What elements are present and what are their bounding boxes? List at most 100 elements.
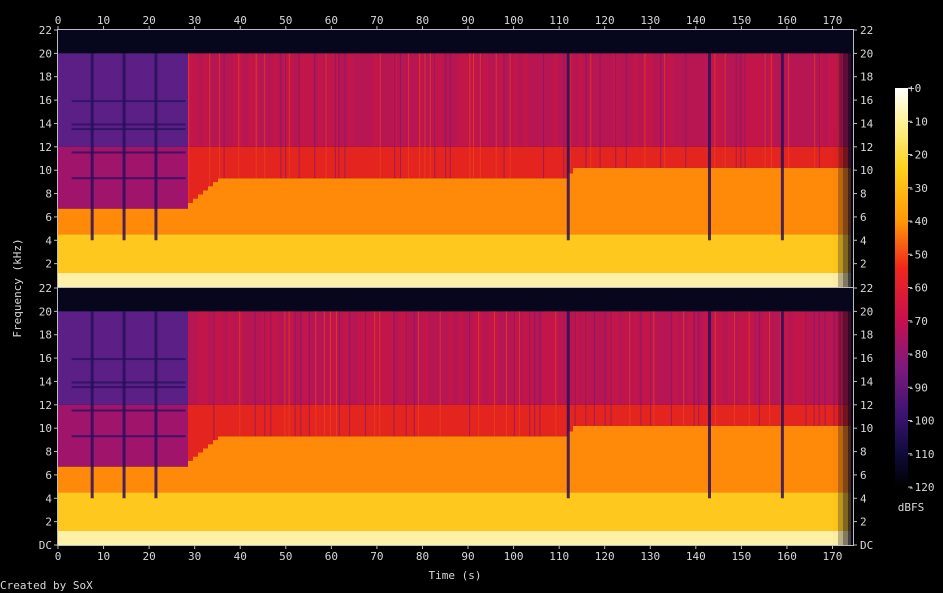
band-low xyxy=(548,492,553,531)
band-low xyxy=(768,234,773,273)
band-high xyxy=(728,311,733,405)
band-mid-high xyxy=(703,146,708,168)
band-mid-high xyxy=(643,404,648,426)
band-bass xyxy=(498,272,503,287)
spectrum-column xyxy=(413,311,418,545)
band-high xyxy=(748,53,753,147)
band-high xyxy=(358,53,363,147)
band-low xyxy=(648,234,653,273)
band-high xyxy=(663,53,668,147)
band-low xyxy=(278,492,283,531)
band-mid-high xyxy=(668,404,673,426)
band-mid-high xyxy=(288,146,293,179)
x-tick-label: 90 xyxy=(461,550,474,563)
band-high xyxy=(413,53,418,147)
band-bass xyxy=(553,272,558,287)
band-high xyxy=(458,53,463,147)
band-mid-high xyxy=(458,404,463,437)
band-high xyxy=(483,311,488,405)
band-mid xyxy=(298,436,303,493)
transient-streak xyxy=(239,311,241,437)
spectrum-column xyxy=(408,311,413,545)
band-bass xyxy=(298,272,303,287)
transient-streak xyxy=(848,53,850,168)
band-high xyxy=(513,311,518,405)
band-low xyxy=(648,492,653,531)
transient-streak xyxy=(670,311,672,426)
transient-streak xyxy=(478,311,480,437)
band-high xyxy=(443,311,448,405)
x-tick-label-top: 170 xyxy=(823,14,843,27)
band-mid xyxy=(113,208,118,235)
spectrum-column xyxy=(258,53,263,287)
y-tick-label-right: 18 xyxy=(860,71,873,84)
band-bass xyxy=(693,272,698,287)
transient-streak xyxy=(218,53,220,179)
spectrum-column xyxy=(168,311,173,545)
band-mid xyxy=(258,436,263,493)
band-bass xyxy=(758,272,763,287)
transient-streak xyxy=(563,53,565,179)
band-low xyxy=(263,492,268,531)
spectrum-column xyxy=(768,53,773,287)
intro-striation xyxy=(71,100,186,103)
band-bass xyxy=(643,530,648,545)
spectrum-column xyxy=(503,53,508,287)
band-mid-high xyxy=(563,146,568,179)
colorbar-tick-label: -120 xyxy=(908,481,935,494)
band-mid xyxy=(98,208,103,235)
x-tick-label: 70 xyxy=(370,550,383,563)
spectrum-column xyxy=(233,53,238,287)
band-low xyxy=(443,234,448,273)
intro-striation xyxy=(71,177,186,180)
dropout-line xyxy=(122,53,126,241)
band-mid-high xyxy=(788,404,793,426)
spectrum-column xyxy=(638,311,643,545)
band-mid-high xyxy=(703,404,708,426)
band-mid-high xyxy=(243,404,248,437)
band-mid xyxy=(188,202,193,235)
band-high xyxy=(503,311,508,405)
band-mid xyxy=(838,425,843,493)
band-low xyxy=(458,492,463,531)
band-low xyxy=(643,234,648,273)
band-bass xyxy=(323,530,328,545)
spectrum-column xyxy=(683,311,688,545)
spectrum-column xyxy=(58,53,63,287)
spectrum-column xyxy=(358,311,363,545)
spectrum-column xyxy=(543,53,548,287)
spectrum-column xyxy=(713,53,718,287)
band-high xyxy=(743,311,748,405)
band-high xyxy=(648,53,653,147)
band-low xyxy=(413,234,418,273)
band-high xyxy=(203,311,208,405)
band-low xyxy=(433,234,438,273)
colorbar-tick-label: -40 xyxy=(908,215,928,228)
spectrum-column xyxy=(233,311,238,545)
band-high xyxy=(488,311,493,405)
band-bass xyxy=(778,272,783,287)
spectrum-column xyxy=(403,53,408,287)
band-bass xyxy=(583,530,588,545)
band-low xyxy=(723,234,728,273)
band-mid-high xyxy=(278,404,283,437)
band-mid-high xyxy=(748,404,753,426)
band-low xyxy=(398,492,403,531)
band-low xyxy=(498,234,503,273)
spectrum-column xyxy=(823,53,828,287)
band-low xyxy=(578,234,583,273)
band-mid-high xyxy=(263,146,268,179)
transient-streak xyxy=(469,53,471,179)
band-mid xyxy=(663,425,668,493)
band-bass xyxy=(533,272,538,287)
band-low xyxy=(583,492,588,531)
band-bass xyxy=(233,530,238,545)
y-tick-label: 14 xyxy=(39,375,53,388)
band-mid xyxy=(713,167,718,235)
spectrum-column xyxy=(793,53,798,287)
y-tick-label: 22 xyxy=(39,24,52,37)
band-mid xyxy=(783,167,788,235)
spectrum-column xyxy=(458,311,463,545)
spectrum-column xyxy=(93,311,98,545)
band-mid-high xyxy=(213,146,218,183)
